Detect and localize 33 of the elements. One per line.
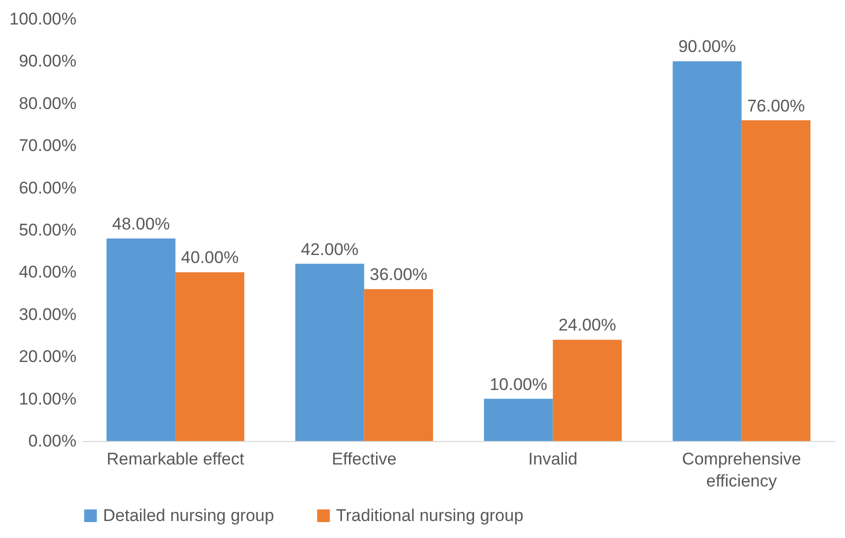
x-tick-label: Comprehensive efficiency [682, 450, 802, 490]
bar [295, 264, 364, 441]
bar [552, 340, 622, 441]
x-tick-label: Remarkable effect [106, 450, 245, 468]
bar [364, 289, 434, 441]
legend-label: Detailed nursing group [103, 506, 274, 525]
data-label: 42.00% [300, 240, 359, 259]
data-label: 90.00% [678, 37, 736, 56]
x-tick-label: Invalid [528, 450, 578, 468]
y-tick-label: 70.00% [18, 136, 76, 156]
data-label: 76.00% [747, 96, 805, 116]
bar [672, 61, 742, 441]
bar [175, 272, 244, 441]
y-tick-label: 30.00% [18, 304, 76, 324]
y-tick-label: 50.00% [18, 220, 76, 240]
data-label: 10.00% [490, 374, 548, 394]
data-label: 48.00% [112, 214, 170, 234]
y-tick-label: 20.00% [18, 347, 76, 366]
y-tick-label: 90.00% [18, 52, 76, 71]
y-tick-label: 80.00% [18, 94, 76, 113]
y-tick-label: 40.00% [18, 262, 76, 282]
data-label: 24.00% [558, 316, 616, 335]
y-tick-label: 10.00% [18, 389, 76, 408]
x-tick-label: Effective [332, 450, 397, 468]
y-tick-label: 0.00% [28, 432, 76, 450]
data-label: 40.00% [181, 248, 239, 268]
bar [484, 398, 553, 441]
data-label: 36.00% [370, 265, 428, 284]
y-tick-label: 60.00% [18, 178, 76, 198]
y-tick-label: 100.00% [9, 10, 76, 28]
bar [742, 120, 810, 441]
legend-label: Traditional nursing group [336, 506, 524, 525]
bar [106, 238, 176, 441]
